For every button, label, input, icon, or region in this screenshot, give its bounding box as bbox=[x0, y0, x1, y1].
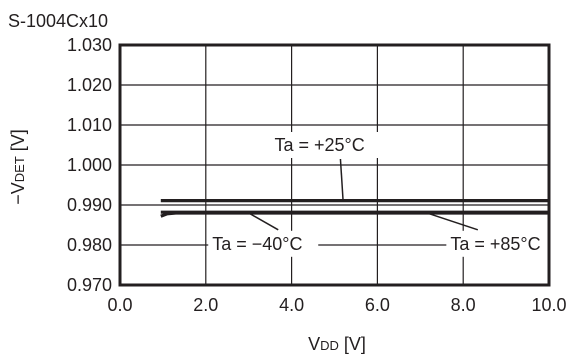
x-tick-label: 6.0 bbox=[365, 295, 390, 315]
annotation-bg bbox=[446, 230, 557, 257]
y-tick-label: 1.000 bbox=[67, 155, 112, 175]
y-tick-label: 0.990 bbox=[67, 195, 112, 215]
annotation-bg bbox=[208, 230, 319, 257]
y-tick-label: 1.010 bbox=[67, 115, 112, 135]
x-tick-labels: 0.0 2.0 4.0 6.0 8.0 10.0 bbox=[107, 295, 566, 315]
x-tick-label: 2.0 bbox=[193, 295, 218, 315]
x-axis-label: VDD [V] bbox=[308, 334, 366, 354]
annotation-label: Ta = +25°C bbox=[274, 135, 364, 155]
grid bbox=[120, 45, 549, 285]
series-group bbox=[160, 199, 549, 218]
x-tick-label: 0.0 bbox=[107, 295, 132, 315]
annotation-pointer bbox=[248, 212, 279, 231]
y-axis-label: −VDET [V] bbox=[8, 129, 28, 205]
annotation-pointer bbox=[339, 158, 344, 201]
y-tick-label: 1.020 bbox=[67, 75, 112, 95]
x-tick-label: 4.0 bbox=[279, 295, 304, 315]
y-tick-label: 0.970 bbox=[67, 275, 112, 295]
annotation-bg bbox=[270, 132, 381, 158]
y-tick-label: 1.030 bbox=[67, 35, 112, 55]
annotation-label: Ta = −40°C bbox=[212, 234, 302, 254]
x-tick-label: 8.0 bbox=[451, 295, 476, 315]
y-tick-labels: 0.970 0.980 0.990 1.000 1.010 1.020 1.030 bbox=[67, 35, 112, 295]
annotation-label: Ta = +85°C bbox=[450, 234, 540, 254]
y-tick-label: 0.980 bbox=[67, 235, 112, 255]
chart-title: S-1004Cx10 bbox=[8, 11, 108, 31]
annotation-pointer bbox=[424, 211, 479, 231]
plot-frame bbox=[118, 43, 551, 287]
x-tick-label: 10.0 bbox=[531, 295, 566, 315]
annotations: Ta = +25°C Ta = −40°C Ta = +85°C bbox=[208, 132, 557, 257]
